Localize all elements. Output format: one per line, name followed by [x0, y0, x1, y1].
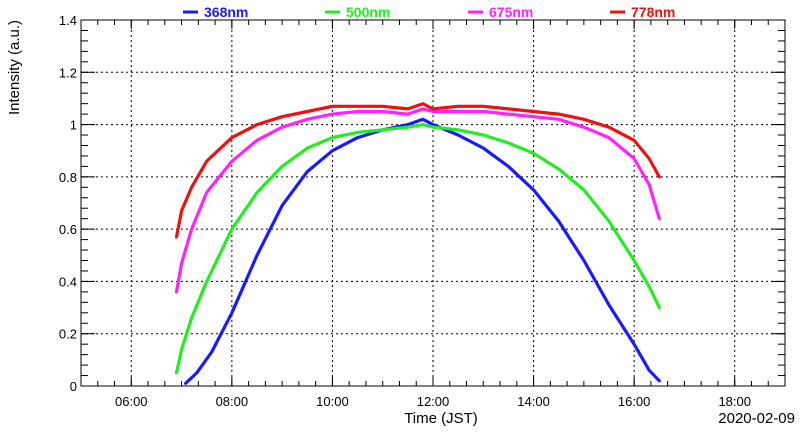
y-tick-label: 0.8	[59, 170, 77, 185]
x-tick-labels: 06:00 08:00 10:00 12:00 14:00 16:00 18:00	[115, 394, 751, 409]
x-tick-label: 10:00	[316, 394, 349, 409]
x-tick-label: 16:00	[618, 394, 651, 409]
x-tick-label: 12:00	[417, 394, 450, 409]
x-tick-label: 08:00	[216, 394, 249, 409]
y-tick-label: 0.2	[59, 327, 77, 342]
series-layer	[174, 102, 661, 385]
y-tick-label: 1.4	[59, 13, 77, 28]
legend-label-778nm: 778nm	[631, 4, 675, 20]
series-line-778nm	[174, 102, 661, 239]
y-tick-label: 0	[70, 379, 77, 394]
y-tick-label: 1.2	[59, 65, 77, 80]
x-tick-label: 18:00	[718, 394, 751, 409]
series-line-500nm	[174, 122, 661, 375]
y-tick-label: 0.4	[59, 274, 77, 289]
legend-label-675nm: 675nm	[489, 4, 533, 20]
y-tick-label: 1	[70, 118, 77, 133]
y-tick-label: 0.6	[59, 222, 77, 237]
legend-label-368nm: 368nm	[204, 4, 248, 20]
series-line-675nm	[174, 107, 661, 294]
y-tick-labels: 0 0.2 0.4 0.6 0.8 1 1.2 1.4	[59, 13, 77, 394]
legend-label-500nm: 500nm	[346, 4, 390, 20]
x-tick-label: 14:00	[517, 394, 550, 409]
y-axis-title: Intensity (a.u.)	[6, 20, 23, 115]
plot-frame	[80, 19, 786, 387]
legend: 368nm 500nm 675nm 778nm	[183, 4, 675, 20]
x-axis-title: Time (JST)	[404, 410, 478, 427]
x-tick-label: 06:00	[115, 394, 148, 409]
date-label: 2020-02-09	[718, 410, 795, 427]
series-line-368nm	[184, 117, 661, 385]
